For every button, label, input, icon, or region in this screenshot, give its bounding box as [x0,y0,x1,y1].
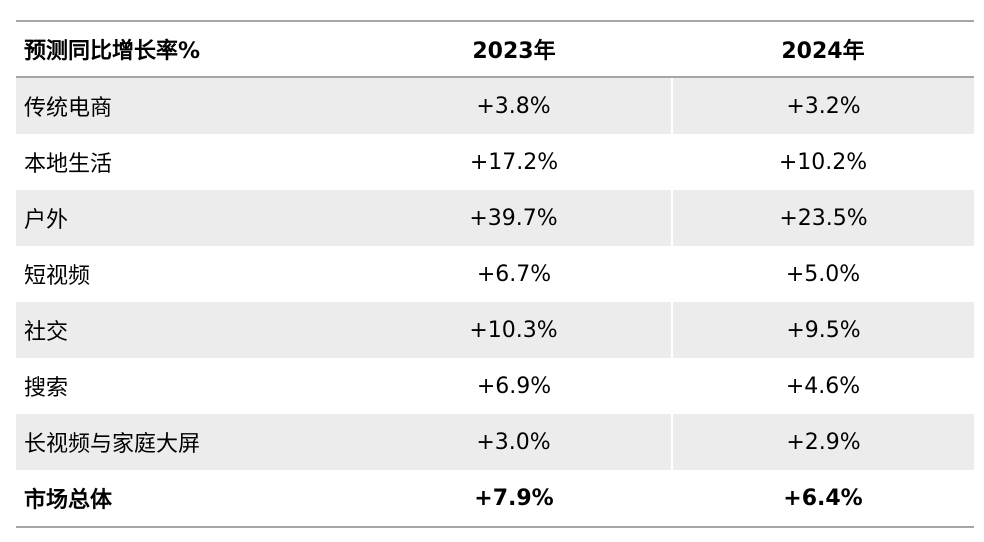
table-row: 户外 +39.7% +23.5% [16,190,974,246]
row-value-2024: +2.9% [671,414,974,470]
row-value-2024: +3.2% [671,77,974,134]
row-value-2024: +23.5% [671,190,974,246]
row-category: 短视频 [24,264,91,289]
total-row: 市场总体 +7.9% +6.4% [16,470,974,526]
header-row: 预测同比增长率% 2023年 2024年 [16,22,974,78]
table-row: 社交 +10.3% +9.5% [16,302,974,358]
total-value-2024: +6.4% [783,485,863,511]
row-value-2024: +5.0% [785,261,861,287]
row-category: 传统电商 [16,77,356,134]
total-value-2023: +7.9% [474,485,554,511]
table-row: 长视频与家庭大屏 +3.0% +2.9% [16,414,974,470]
row-value-2023: +10.3% [356,302,672,358]
row-value-2023: +39.7% [356,190,672,246]
table-row: 传统电商 +3.8% +3.2% [16,77,974,134]
row-value-2023: +3.0% [356,414,672,470]
total-category: 市场总体 [24,488,113,513]
row-category: 户外 [16,190,356,246]
header-category: 预测同比增长率% [16,22,356,78]
row-category: 长视频与家庭大屏 [16,414,356,470]
row-value-2023: +3.8% [356,77,672,134]
growth-table: 预测同比增长率% 2023年 2024年 传统电商 +3.8% +3.2% 本地… [16,22,974,526]
row-value-2024: +4.6% [785,373,861,399]
table-row: 搜索 +6.9% +4.6% [16,358,974,414]
row-category: 社交 [16,302,356,358]
table-row: 本地生活 +17.2% +10.2% [16,134,974,190]
row-value-2023: +6.7% [476,261,552,287]
header-2024: 2024年 [672,22,974,78]
table-row: 短视频 +6.7% +5.0% [16,246,974,302]
growth-forecast-table: 预测同比增长率% 2023年 2024年 传统电商 +3.8% +3.2% 本地… [16,20,974,528]
row-category: 搜索 [24,376,69,401]
row-value-2023: +17.2% [469,149,559,175]
header-2023: 2023年 [356,22,672,78]
row-value-2023: +6.9% [476,373,552,399]
row-value-2024: +9.5% [671,302,974,358]
row-value-2024: +10.2% [778,149,868,175]
row-category: 本地生活 [24,152,113,177]
